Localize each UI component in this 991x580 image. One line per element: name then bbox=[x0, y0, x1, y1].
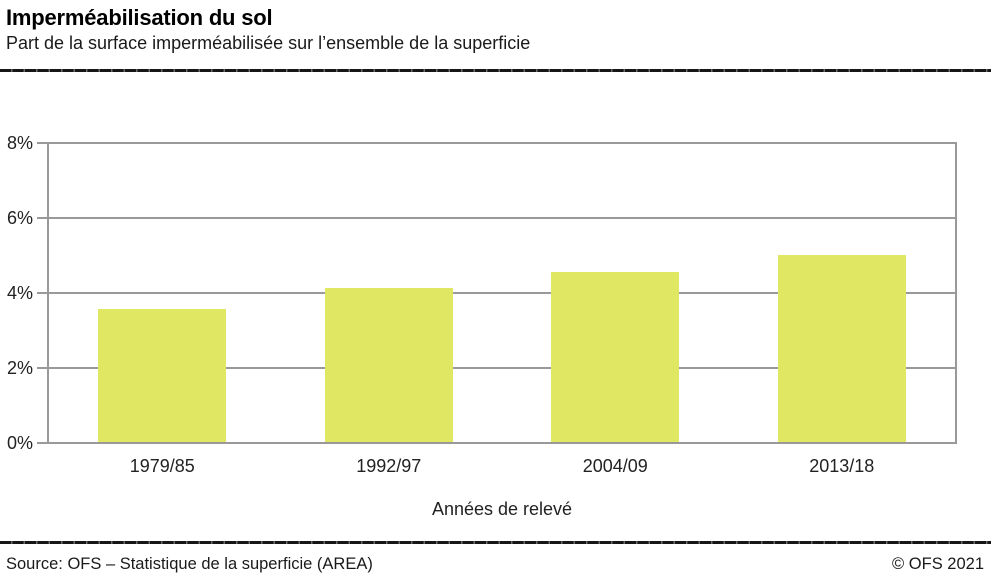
y-tick-label: 8% bbox=[6, 133, 33, 153]
y-gridline bbox=[49, 292, 955, 294]
y-tick-mark bbox=[37, 292, 47, 294]
y-tick-label: 2% bbox=[6, 358, 33, 378]
bar-2004/09 bbox=[551, 271, 680, 442]
y-tick-mark bbox=[37, 367, 47, 369]
x-tick-label: 1979/85 bbox=[129, 456, 195, 476]
bar-2013/18 bbox=[777, 254, 906, 442]
x-tick-label: 1992/97 bbox=[356, 456, 422, 476]
y-tick-label: 4% bbox=[6, 283, 33, 303]
plot-area bbox=[47, 142, 957, 444]
x-axis-title: Années de relevé bbox=[431, 499, 573, 519]
footer-divider bbox=[0, 541, 991, 544]
y-tick-label: 0% bbox=[6, 433, 33, 453]
y-tick-mark bbox=[37, 217, 47, 219]
copyright-note: © OFS 2021 bbox=[892, 555, 984, 573]
page-title: Imperméabilisation du sol bbox=[6, 5, 273, 30]
page-subtitle: Part de la surface imperméabilisée sur l… bbox=[6, 33, 531, 53]
source-note: Source: OFS – Statistique de la superfic… bbox=[6, 555, 373, 573]
bar-1992/97 bbox=[324, 288, 453, 442]
bar-1979/85 bbox=[98, 309, 227, 442]
x-tick-label: 2013/18 bbox=[809, 456, 875, 476]
y-tick-mark bbox=[37, 142, 47, 144]
y-tick-label: 6% bbox=[6, 208, 33, 228]
header-divider bbox=[0, 69, 991, 72]
y-tick-mark bbox=[37, 442, 47, 444]
x-tick-label: 2004/09 bbox=[582, 456, 648, 476]
y-gridline bbox=[49, 217, 955, 219]
y-gridline bbox=[49, 367, 955, 369]
